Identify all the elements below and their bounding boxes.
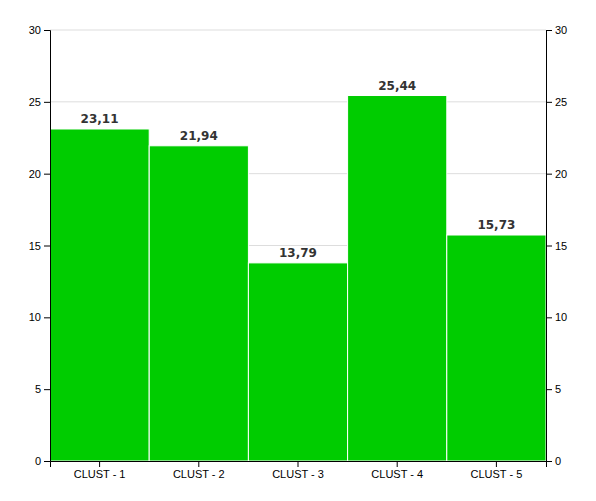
x-tick-line (198, 461, 199, 467)
y-tick: 30 (29, 24, 50, 36)
x-tick-label: CLUST - 3 (272, 468, 324, 480)
y-tick: 15 (29, 240, 50, 252)
y-tick-label: 25 (29, 96, 41, 108)
y-tick: 0 (35, 455, 50, 467)
x-axis: CLUST - 1 CLUST - 2 CLUST - 3 CLUST - 4 CLUS… (51, 461, 547, 480)
grid-line (50, 30, 546, 31)
bars (50, 96, 546, 461)
y-tick-line (44, 317, 50, 318)
x-tick-label: CLUST - 5 (471, 468, 523, 480)
x-tick-label: CLUST - 1 (74, 468, 126, 480)
y-tick-label: 0 (35, 455, 41, 467)
x-tick-label: CLUST - 4 (371, 468, 423, 480)
x-tick-line (99, 461, 100, 467)
y2-tick: 25 (546, 96, 567, 108)
y2-tick-label: 25 (555, 96, 567, 108)
y-tick-label: 30 (29, 24, 41, 36)
x-axis-line (51, 462, 547, 468)
y-tick-line (44, 102, 50, 103)
x-tick-line (397, 461, 398, 467)
data-label: 13,79 (279, 246, 317, 260)
y-tick: 20 (29, 168, 50, 180)
y-tick-label: 15 (29, 240, 41, 252)
y2-tick: 20 (546, 168, 567, 180)
y-tick-label: 10 (29, 311, 41, 323)
y2-tick: 10 (546, 311, 567, 323)
y2-tick-line (546, 246, 552, 247)
data-label: 21,94 (180, 129, 218, 143)
y2-axis-line (547, 31, 553, 462)
bar (149, 146, 248, 461)
y2-tick-label: 5 (555, 383, 561, 395)
y-tick-line (44, 246, 50, 247)
y2-tick-label: 15 (555, 240, 567, 252)
grid (50, 30, 546, 461)
bar (248, 263, 347, 461)
y-tick-line (44, 389, 50, 390)
y-tick-label: 5 (35, 383, 41, 395)
chart: 23,1121,9413,7925,4415,73CLUST - 1CLUST … (0, 0, 596, 501)
data-labels: 23,11 21,94 13,79 25,44 15,73 (81, 79, 516, 260)
y2-axis: 0 5 10 15 20 25 30 (546, 24, 567, 467)
x-tick: CLUST - 5 (471, 461, 523, 480)
y-tick-label: 20 (29, 168, 41, 180)
y2-tick-label: 30 (555, 24, 567, 36)
y2-tick-line (546, 389, 552, 390)
bar (50, 129, 149, 461)
y2-tick: 0 (546, 455, 561, 467)
y-tick: 25 (29, 96, 50, 108)
y2-tick-label: 10 (555, 311, 567, 323)
plot: 23,1121,9413,7925,4415,73CLUST - 1CLUST … (29, 24, 568, 480)
y-tick-line (44, 174, 50, 175)
y-tick: 5 (35, 383, 50, 395)
data-label: 15,73 (477, 218, 515, 232)
y2-tick-line (546, 317, 552, 318)
x-tick: CLUST - 2 (173, 461, 225, 480)
y2-tick-label: 20 (555, 168, 567, 180)
y2-tick-line (546, 30, 552, 31)
y2-tick-line (546, 102, 552, 103)
y2-tick-line (546, 174, 552, 175)
data-label: 25,44 (378, 79, 416, 93)
x-tick: CLUST - 3 (272, 461, 324, 480)
x-tick-line (496, 461, 497, 467)
y2-tick: 30 (546, 24, 567, 36)
y-axis: 0 5 10 15 20 25 30 (29, 24, 51, 467)
x-tick: CLUST - 1 (74, 461, 126, 480)
y-tick-line (44, 30, 50, 31)
x-tick: CLUST - 4 (371, 461, 423, 480)
bar (447, 235, 546, 461)
y2-tick: 5 (546, 383, 561, 395)
x-tick-label: CLUST - 2 (173, 468, 225, 480)
bar (348, 96, 447, 461)
y2-tick-line (546, 461, 552, 462)
grid-line (50, 101, 546, 102)
y-tick: 10 (29, 311, 50, 323)
y-tick-line (44, 461, 50, 462)
x-tick-line (298, 461, 299, 467)
y2-tick-label: 0 (555, 455, 561, 467)
data-label: 23,11 (81, 112, 119, 126)
y-axis-line (44, 31, 51, 462)
y2-tick: 15 (546, 240, 567, 252)
